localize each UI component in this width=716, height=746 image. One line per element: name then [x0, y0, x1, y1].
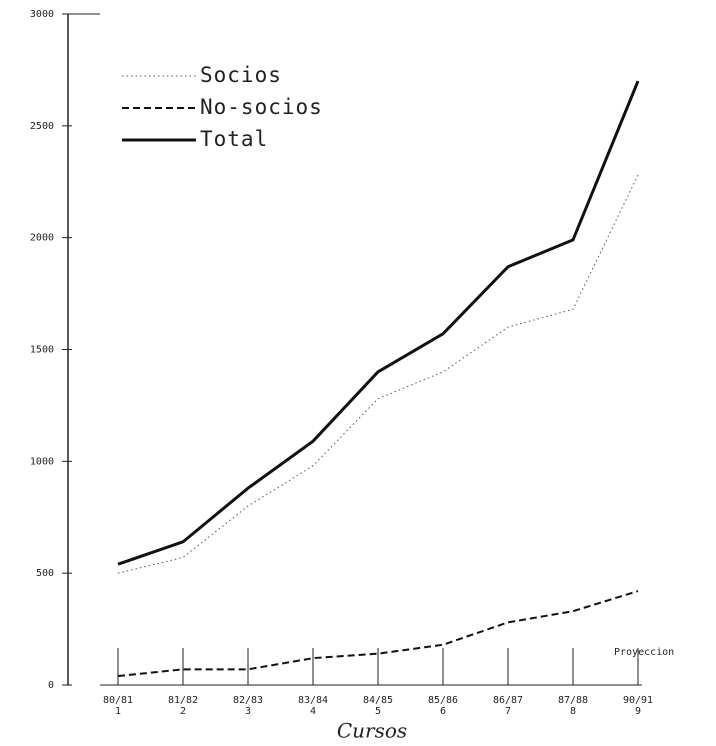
series-line — [117, 174, 639, 574]
x-tick-label: 83/84 — [298, 695, 328, 706]
y-tick-label: 2500 — [30, 121, 54, 132]
legend-label: Socios — [200, 63, 282, 87]
annotation: Proyeccion — [614, 647, 674, 658]
x-tick-label: 82/83 — [233, 695, 263, 706]
x-tick-number: 8 — [570, 706, 576, 717]
x-tick-number: 9 — [635, 706, 641, 717]
y-tick-label: 0 — [48, 680, 54, 691]
x-tick-number: 2 — [180, 706, 186, 717]
y-tick-label: 2000 — [30, 233, 54, 244]
legend-label: Total — [200, 127, 268, 151]
y-tick-label: 500 — [36, 568, 54, 579]
x-tick-label: 85/86 — [428, 695, 458, 706]
x-tick-label: 90/91 — [623, 695, 653, 706]
x-tick-number: 3 — [245, 706, 251, 717]
y-tick-label: 1000 — [30, 456, 54, 467]
x-tick-number: 1 — [115, 706, 121, 717]
legend-label: No-socios — [200, 95, 323, 119]
x-tick-label: 86/87 — [493, 695, 523, 706]
x-tick-label: 87/88 — [558, 695, 588, 706]
x-tick-label: 81/82 — [168, 695, 198, 706]
x-tick-number: 4 — [310, 706, 316, 717]
x-tick-label: 80/81 — [103, 695, 133, 706]
y-tick-label: 3000 — [30, 9, 54, 20]
x-tick-number: 7 — [505, 706, 511, 717]
x-tick-label: 84/85 — [363, 695, 393, 706]
series-line — [117, 80, 640, 566]
x-tick-number: 6 — [440, 706, 446, 717]
x-tick-number: 5 — [375, 706, 381, 717]
y-tick-label: 1500 — [30, 345, 54, 356]
x-axis-title: Cursos — [337, 719, 407, 743]
